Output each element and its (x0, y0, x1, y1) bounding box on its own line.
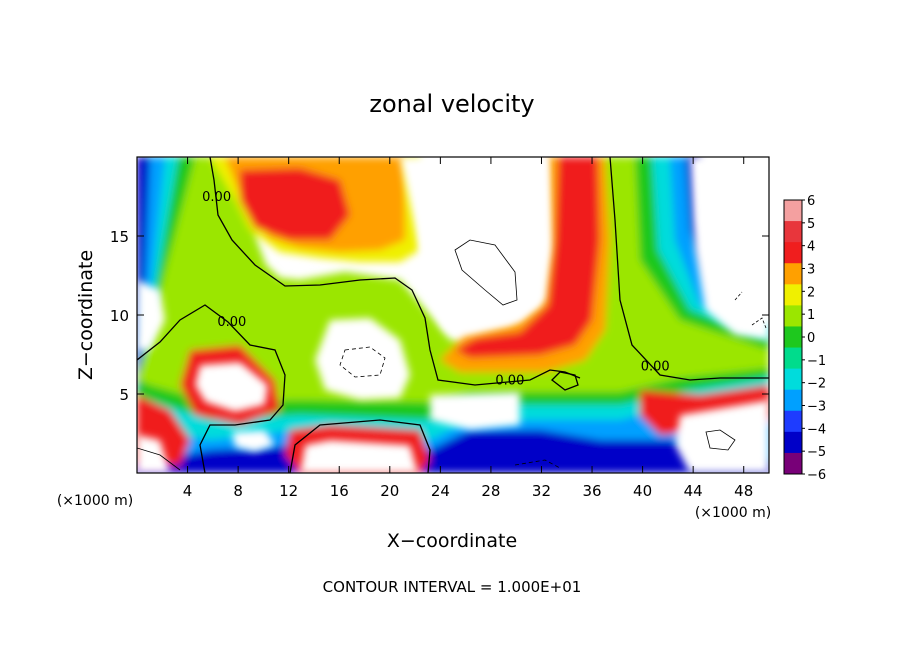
hole-upper-right (690, 157, 769, 340)
x-tick-label: 12 (279, 482, 298, 500)
x-tick-label: 36 (582, 482, 601, 500)
velocity-field: 0.00 0.00 0.00 0.00 (137, 157, 769, 473)
zero-contours (137, 157, 769, 473)
contour-thin-bottom-dashed (514, 459, 561, 469)
x-tick-label: 40 (633, 482, 652, 500)
x-tick-label: 4 (183, 482, 193, 500)
field-band-lime (137, 157, 769, 402)
x-tick-label: 8 (233, 482, 243, 500)
x-tick-label: 44 (684, 482, 703, 500)
field-red-tower-core (455, 157, 600, 358)
contour-thin-upper-hole (454, 239, 518, 306)
x-tick-label: 20 (380, 482, 399, 500)
hole-lower-right (675, 400, 769, 473)
colorbar-label: 4 (807, 240, 815, 255)
contour-zero-bottom (289, 419, 431, 473)
y-axis-label: Z−coordinate (75, 250, 97, 380)
colorbar-swatch (784, 452, 802, 475)
chart-title: zonal velocity (369, 90, 534, 118)
hole-lower-central (430, 392, 520, 430)
colorbar-swatch (784, 347, 802, 370)
y-tick-label: 5 (119, 386, 129, 404)
x-tick-label: 32 (532, 482, 551, 500)
colorbar-swatch (784, 242, 802, 264)
field-red-upper-left (240, 168, 350, 240)
colorbar-label: −1 (807, 354, 826, 369)
colorbar-swatch (784, 284, 802, 306)
contour-thin-right-dashed (734, 291, 743, 301)
x-tick-label: 48 (734, 482, 753, 500)
colorbar-swatch (784, 368, 802, 391)
colorbar-label: 2 (807, 285, 815, 300)
colorbar-swatch (784, 410, 802, 433)
hole-left (195, 362, 268, 412)
hole-bottom-middle (300, 440, 418, 473)
colorbar-label: 3 (807, 263, 815, 278)
colorbar-label: −4 (807, 422, 826, 437)
colorbar-label: −6 (807, 468, 826, 483)
contour-zero-upper-left (209, 157, 581, 386)
colorbar-label: 5 (807, 217, 815, 232)
contour-thin-centre-dashed (339, 346, 386, 378)
x-axis-label: X−coordinate (387, 530, 517, 552)
contour-label: 0.00 (495, 374, 524, 389)
colorbar-swatch (784, 305, 802, 327)
contour-label: 0.00 (202, 190, 231, 205)
contour-labels: 0.00 0.00 0.00 0.00 (202, 190, 670, 388)
hole-bottom-small (232, 430, 275, 452)
colorbar-swatch (784, 326, 802, 349)
x-tick-label: 24 (431, 482, 450, 500)
y-tick-label: 10 (110, 307, 129, 325)
contour-zero-mid-left (137, 304, 286, 473)
colorbar-label: 0 (807, 331, 815, 346)
hole-upper-middle (400, 157, 550, 335)
contour-label: 0.00 (217, 315, 246, 330)
x-tick-label: 16 (330, 482, 349, 500)
contour-interval-footer: CONTOUR INTERVAL = 1.000E+01 (323, 578, 582, 596)
hole-centre (315, 318, 410, 400)
colorbar-label: −3 (807, 400, 826, 415)
contour-thin-lower-left (137, 447, 181, 471)
colorbar-label: −5 (807, 445, 826, 460)
colorbar-swatch (784, 431, 802, 454)
contour-thin-right-dashed-2 (751, 317, 767, 329)
y-tick-label: 15 (110, 228, 129, 246)
contour-zero-small-loop (551, 371, 579, 391)
hole-upper-left (137, 280, 165, 350)
colorbar-swatch (784, 200, 802, 222)
contour-thin-lower-right (705, 429, 736, 451)
x-unit-right: (×1000 m) (695, 505, 771, 521)
colorbar-label: 1 (807, 308, 815, 323)
colorbar-swatch (784, 221, 802, 243)
x-unit-left: (×1000 m) (57, 493, 133, 509)
colorbar-label: −2 (807, 377, 826, 392)
hole-lower-left-corner (137, 435, 170, 473)
x-tick-label: 28 (481, 482, 500, 500)
colorbar: 6 5 4 3 2 1 0 −1 −2 −3 −4 −5 −6 (783, 194, 826, 483)
contour-zero-right (609, 157, 769, 381)
colorbar-swatch (784, 389, 802, 412)
thin-contours (137, 239, 767, 471)
contour-label: 0.00 (641, 359, 670, 374)
colorbar-label: 6 (807, 194, 815, 209)
colorbar-swatch (784, 263, 802, 285)
